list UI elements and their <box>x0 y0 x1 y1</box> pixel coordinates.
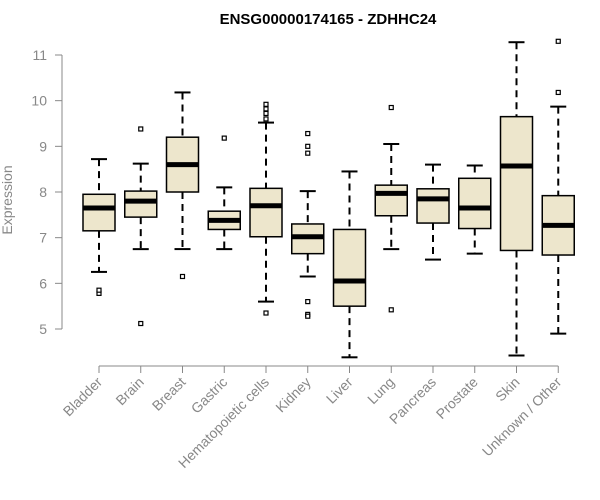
iqr-box <box>249 187 283 238</box>
y-tick-label: 10 <box>31 93 47 109</box>
iqr-box <box>124 190 158 218</box>
outlier-point <box>263 110 269 117</box>
outlier-point <box>96 287 102 293</box>
box-hematopoietic-cells <box>249 101 283 316</box>
y-tick-label: 8 <box>39 184 47 200</box>
outlier-point <box>221 135 227 141</box>
box-bladder <box>82 158 116 296</box>
y-tick-label: 11 <box>32 47 47 63</box>
x-tick-label: Breast <box>149 374 189 414</box>
iqr-box <box>82 193 116 232</box>
outlier-point <box>263 101 269 107</box>
x-tick-label: Prostate <box>433 374 481 422</box>
outlier-point <box>305 299 311 305</box>
y-tick-label: 6 <box>39 275 47 291</box>
boxes <box>82 38 575 359</box>
outlier-point <box>263 116 269 122</box>
y-tick-label: 5 <box>39 321 47 337</box>
box-gastric <box>207 135 241 251</box>
iqr-box <box>332 228 367 307</box>
box-breast <box>165 91 200 280</box>
box-skin <box>499 41 534 357</box>
outlier-point <box>179 273 186 280</box>
iqr-box <box>458 177 492 230</box>
box-prostate <box>458 164 492 255</box>
outlier-point <box>388 307 394 313</box>
x-tick-label: Lung <box>364 374 397 407</box>
x-tick-label: Kidney <box>272 374 314 416</box>
outlier-point <box>305 150 311 156</box>
y-tick-label: 7 <box>39 230 47 246</box>
y-tick-label: 9 <box>39 138 47 154</box>
x-tick-label: Skin <box>492 374 523 405</box>
outlier-point <box>305 313 311 319</box>
chart-title: ENSG00000174165 - ZDHHC24 <box>220 11 437 28</box>
iqr-box <box>374 184 408 217</box>
x-tick-label: Bladder <box>60 374 106 420</box>
box-liver <box>332 170 367 359</box>
outlier-point <box>263 310 269 316</box>
box-unknown-other <box>541 38 575 335</box>
outlier-point <box>263 106 269 112</box>
x-tick-label: Brain <box>112 374 146 408</box>
iqr-box <box>499 115 534 252</box>
box-kidney <box>291 130 325 319</box>
outlier-point <box>555 89 561 96</box>
outlier-point <box>138 126 144 132</box>
y-axis: 5 6 7 8 9 10 11 <box>31 47 63 337</box>
outlier-point <box>138 320 144 327</box>
iqr-box <box>416 188 450 224</box>
outlier-point <box>305 143 311 149</box>
outlier-point <box>555 38 561 44</box>
box-pancreas <box>416 163 450 261</box>
outlier-point <box>388 104 394 111</box>
y-axis-title: Expression <box>0 165 15 234</box>
box-brain <box>124 126 158 327</box>
box-lung <box>374 104 408 313</box>
outlier-point <box>305 130 311 137</box>
x-tick-label: Liver <box>323 374 356 407</box>
x-tick-label: Unknown / Other <box>479 374 565 460</box>
